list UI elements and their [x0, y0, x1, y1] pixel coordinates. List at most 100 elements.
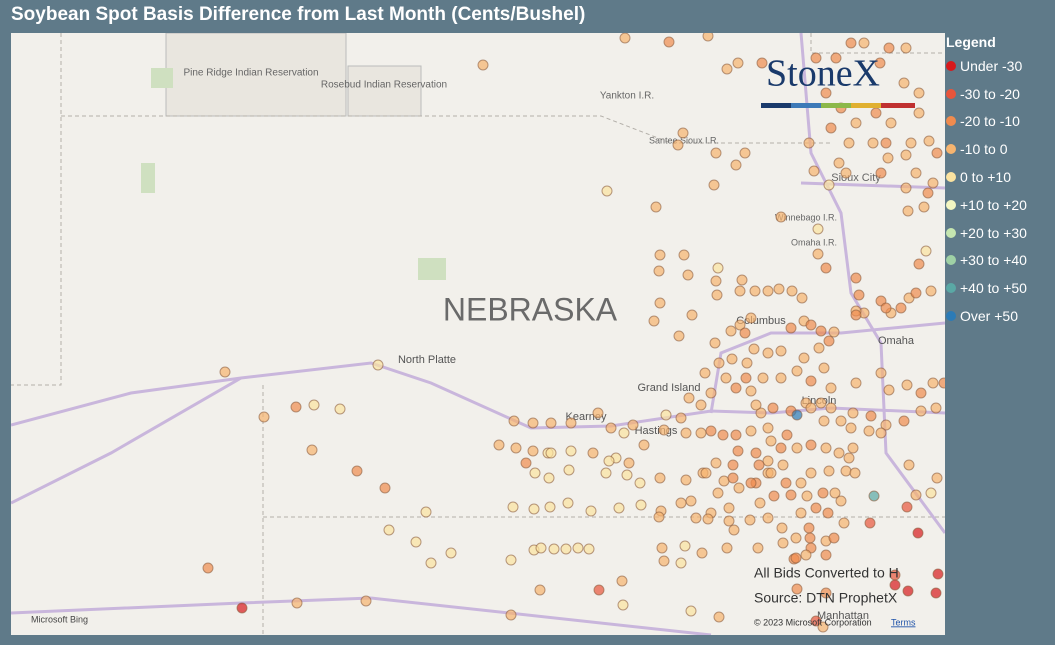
bid-dot[interactable]: [765, 435, 777, 447]
bid-dot[interactable]: [727, 472, 739, 484]
bid-dot[interactable]: [840, 465, 852, 477]
bid-dot[interactable]: [864, 517, 876, 529]
bid-dot[interactable]: [838, 517, 850, 529]
bid-dot[interactable]: [923, 135, 935, 147]
bid-dot[interactable]: [818, 415, 830, 427]
bid-dot[interactable]: [777, 537, 789, 549]
bid-dot[interactable]: [808, 165, 820, 177]
bid-dot[interactable]: [635, 499, 647, 511]
bid-dot[interactable]: [900, 42, 912, 54]
bid-dot[interactable]: [560, 543, 572, 555]
bid-dot[interactable]: [219, 366, 231, 378]
bid-dot[interactable]: [616, 575, 628, 587]
bid-dot[interactable]: [702, 33, 714, 42]
bid-dot[interactable]: [740, 372, 752, 384]
bid-dot[interactable]: [728, 524, 740, 536]
bid-dot[interactable]: [927, 177, 939, 189]
bid-dot[interactable]: [930, 587, 942, 599]
bid-dot[interactable]: [379, 482, 391, 494]
bid-dot[interactable]: [627, 419, 639, 431]
bid-dot[interactable]: [775, 345, 787, 357]
bid-dot[interactable]: [932, 568, 944, 580]
bid-dot[interactable]: [898, 77, 910, 89]
bid-dot[interactable]: [505, 609, 517, 621]
bid-dot[interactable]: [762, 285, 774, 297]
bid-dot[interactable]: [583, 543, 595, 555]
bid-dot[interactable]: [804, 532, 816, 544]
bid-dot[interactable]: [505, 554, 517, 566]
bid-dot[interactable]: [675, 497, 687, 509]
bid-dot[interactable]: [730, 159, 742, 171]
bid-dot[interactable]: [565, 445, 577, 457]
bid-dot[interactable]: [544, 501, 556, 513]
bid-dot[interactable]: [910, 167, 922, 179]
bid-dot[interactable]: [725, 325, 737, 337]
bid-dot[interactable]: [791, 583, 803, 595]
bid-dot[interactable]: [786, 285, 798, 297]
bid-dot[interactable]: [796, 292, 808, 304]
bid-dot[interactable]: [874, 57, 886, 69]
bid-dot[interactable]: [748, 343, 760, 355]
bid-dot[interactable]: [749, 285, 761, 297]
bid-dot[interactable]: [360, 595, 372, 607]
bid-dot[interactable]: [202, 562, 214, 574]
bid-dot[interactable]: [619, 33, 631, 44]
bid-dot[interactable]: [818, 362, 830, 374]
bid-dot[interactable]: [508, 415, 520, 427]
bid-dot[interactable]: [723, 515, 735, 527]
bid-dot[interactable]: [733, 482, 745, 494]
bid-dot[interactable]: [705, 425, 717, 437]
bid-dot[interactable]: [882, 152, 894, 164]
bid-dot[interactable]: [601, 185, 613, 197]
legend-item[interactable]: +10 to +20: [946, 191, 1055, 219]
bid-dot[interactable]: [883, 384, 895, 396]
bid-dot[interactable]: [711, 289, 723, 301]
bid-dot[interactable]: [938, 377, 945, 389]
bid-dot[interactable]: [765, 467, 777, 479]
bid-dot[interactable]: [762, 347, 774, 359]
bid-dot[interactable]: [696, 547, 708, 559]
bid-dot[interactable]: [880, 302, 892, 314]
bid-dot[interactable]: [820, 87, 832, 99]
bid-dot[interactable]: [901, 501, 913, 513]
bid-dot[interactable]: [805, 439, 817, 451]
bid-dot[interactable]: [675, 557, 687, 569]
bid-dot[interactable]: [867, 137, 879, 149]
bid-dot[interactable]: [820, 262, 832, 274]
bid-dot[interactable]: [683, 392, 695, 404]
bid-dot[interactable]: [930, 402, 942, 414]
bid-dot[interactable]: [713, 357, 725, 369]
bid-dot[interactable]: [920, 245, 932, 257]
bid-dot[interactable]: [822, 507, 834, 519]
bid-dot[interactable]: [762, 422, 774, 434]
bid-dot[interactable]: [673, 330, 685, 342]
bid-dot[interactable]: [593, 584, 605, 596]
bid-dot[interactable]: [817, 621, 829, 633]
bid-dot[interactable]: [895, 302, 907, 314]
bid-dot[interactable]: [710, 147, 722, 159]
bid-dot[interactable]: [720, 372, 732, 384]
legend-item[interactable]: 0 to +10: [946, 163, 1055, 191]
bid-dot[interactable]: [372, 359, 384, 371]
legend-item[interactable]: +20 to +30: [946, 219, 1055, 247]
bid-dot[interactable]: [351, 465, 363, 477]
bid-dot[interactable]: [334, 403, 346, 415]
bid-dot[interactable]: [702, 513, 714, 525]
bid-dot[interactable]: [791, 442, 803, 454]
bid-dot[interactable]: [828, 326, 840, 338]
bid-dot[interactable]: [658, 424, 670, 436]
bid-dot[interactable]: [736, 274, 748, 286]
bid-dot[interactable]: [870, 107, 882, 119]
bid-dot[interactable]: [721, 63, 733, 75]
bid-dot[interactable]: [803, 522, 815, 534]
bid-dot[interactable]: [528, 503, 540, 515]
bid-dot[interactable]: [545, 417, 557, 429]
bid-dot[interactable]: [810, 502, 822, 514]
bid-dot[interactable]: [562, 497, 574, 509]
bid-dot[interactable]: [880, 137, 892, 149]
bid-dot[interactable]: [680, 427, 692, 439]
legend-item[interactable]: -20 to -10: [946, 108, 1055, 136]
bid-dot[interactable]: [653, 265, 665, 277]
bid-dot[interactable]: [823, 465, 835, 477]
legend-item[interactable]: Over +50: [946, 302, 1055, 330]
